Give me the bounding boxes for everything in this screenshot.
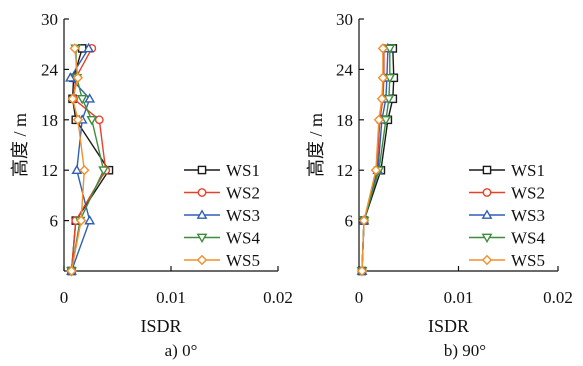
data-point (380, 115, 392, 126)
y-tick-label: 18 (336, 111, 353, 130)
legend: WS1 WS2 WS3 WS4 WS5 (184, 161, 261, 270)
x-axis-label: ISDR (140, 316, 181, 336)
data-point (384, 44, 396, 55)
y-tick-label: 6 (345, 212, 354, 231)
legend-marker (481, 233, 493, 244)
legend-label: WS4 (226, 229, 261, 248)
chart-panel-a: 6 12 18 24 30 0 0.01 0.02 ISDR 高度 / m WS1 WS2 WS3 WS4… (10, 10, 293, 360)
data-point (72, 72, 84, 83)
data-point (358, 215, 370, 226)
y-tick-label: 30 (336, 10, 353, 29)
x-tick-label: 0 (60, 288, 69, 307)
data-point (86, 115, 98, 126)
legend-marker (197, 165, 207, 175)
data-point (370, 165, 382, 176)
series-WS5 (356, 43, 389, 277)
panel-caption: b) 90° (444, 341, 486, 360)
data-point (76, 94, 88, 105)
data-point (376, 93, 388, 104)
data-point (377, 43, 389, 54)
y-tick-label: 12 (41, 161, 58, 180)
legend-marker (482, 188, 492, 197)
legend-marker (481, 254, 493, 266)
series-line (69, 48, 91, 272)
data-point (71, 164, 83, 175)
y-tick-label: 6 (50, 212, 59, 231)
legend-marker (196, 209, 208, 219)
y-tick-label: 12 (336, 161, 353, 180)
legend-label: WS3 (226, 206, 260, 225)
x-tick-label: 0.01 (156, 288, 186, 307)
legend-label: WS5 (226, 251, 260, 270)
legend-marker (196, 233, 208, 244)
legend-label: WS5 (511, 251, 545, 270)
y-tick-label: 30 (41, 10, 58, 29)
x-tick-label: 0 (355, 288, 364, 307)
chart-panel-b: 6 12 18 24 30 0 0.01 0.02 ISDR 高度 / m WS1 WS2 WS3 WS4… (306, 10, 573, 360)
legend: WS1 WS2 WS3 WS4 WS5 (469, 161, 546, 270)
data-point (69, 43, 80, 54)
legend-marker (482, 165, 492, 175)
data-point (72, 114, 84, 125)
series-WS5 (66, 43, 90, 277)
panel-caption: a) 0° (165, 341, 198, 360)
y-tick-label: 24 (41, 60, 59, 79)
y-tick-label: 24 (336, 60, 354, 79)
data-point (75, 215, 87, 226)
data-point (84, 214, 96, 225)
data-point (98, 166, 109, 176)
legend-label: WS2 (226, 184, 260, 203)
data-point (84, 93, 96, 103)
legend-label: WS1 (511, 161, 545, 180)
data-point (356, 265, 368, 277)
data-point (79, 165, 90, 176)
data-point (384, 73, 396, 84)
y-axis-label: 高度 / m (10, 113, 30, 177)
data-point (65, 72, 76, 82)
y-tick-label: 18 (41, 111, 58, 130)
legend-label: WS3 (511, 206, 545, 225)
data-point (94, 115, 104, 125)
x-axis-label: ISDR (428, 316, 469, 336)
data-point (383, 94, 395, 105)
data-point (66, 265, 77, 277)
data-point (83, 42, 95, 53)
x-tick-label: 0.01 (444, 288, 474, 307)
legend-marker (197, 188, 207, 197)
x-tick-label: 0.02 (263, 288, 293, 307)
data-point (377, 72, 389, 83)
data-point (373, 114, 385, 125)
x-tick-label: 0.02 (543, 288, 573, 307)
legend-label: WS2 (511, 184, 545, 203)
legend-label: WS1 (226, 161, 260, 180)
legend-marker (196, 254, 208, 266)
legend-marker (481, 209, 493, 219)
legend-label: WS4 (511, 229, 546, 248)
y-axis-label: 高度 / m (306, 113, 326, 177)
data-point (67, 93, 78, 104)
